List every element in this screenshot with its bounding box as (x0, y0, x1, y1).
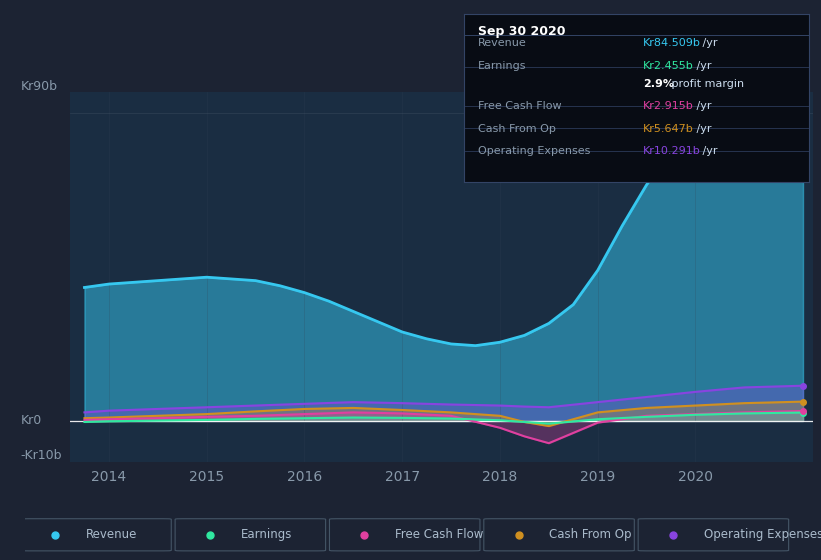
Text: profit margin: profit margin (668, 79, 744, 88)
FancyBboxPatch shape (175, 519, 326, 551)
Text: /yr: /yr (693, 61, 711, 71)
Text: Earnings: Earnings (241, 528, 292, 542)
FancyBboxPatch shape (329, 519, 480, 551)
Text: 2.9%: 2.9% (643, 79, 674, 88)
Text: -Kr10b: -Kr10b (21, 449, 62, 461)
FancyBboxPatch shape (484, 519, 635, 551)
Text: Operating Expenses: Operating Expenses (704, 528, 821, 542)
Text: Cash From Op: Cash From Op (478, 124, 556, 134)
Text: Kr10.291b: Kr10.291b (643, 146, 701, 156)
Text: Revenue: Revenue (478, 38, 526, 48)
Text: Cash From Op: Cash From Op (549, 528, 632, 542)
Text: Kr0: Kr0 (21, 414, 42, 427)
Text: /yr: /yr (699, 38, 718, 48)
Text: /yr: /yr (693, 124, 711, 134)
Text: Revenue: Revenue (86, 528, 138, 542)
Text: Operating Expenses: Operating Expenses (478, 146, 590, 156)
Text: Kr90b: Kr90b (21, 80, 57, 94)
Text: /yr: /yr (699, 146, 718, 156)
Text: Kr5.647b: Kr5.647b (643, 124, 694, 134)
Text: /yr: /yr (693, 101, 711, 111)
FancyBboxPatch shape (638, 519, 789, 551)
Text: Kr2.455b: Kr2.455b (643, 61, 694, 71)
Text: Free Cash Flow: Free Cash Flow (395, 528, 484, 542)
Text: Sep 30 2020: Sep 30 2020 (478, 25, 565, 38)
FancyBboxPatch shape (21, 519, 172, 551)
Text: Free Cash Flow: Free Cash Flow (478, 101, 562, 111)
Text: Kr2.915b: Kr2.915b (643, 101, 694, 111)
Text: Kr84.509b: Kr84.509b (643, 38, 701, 48)
Text: Earnings: Earnings (478, 61, 526, 71)
